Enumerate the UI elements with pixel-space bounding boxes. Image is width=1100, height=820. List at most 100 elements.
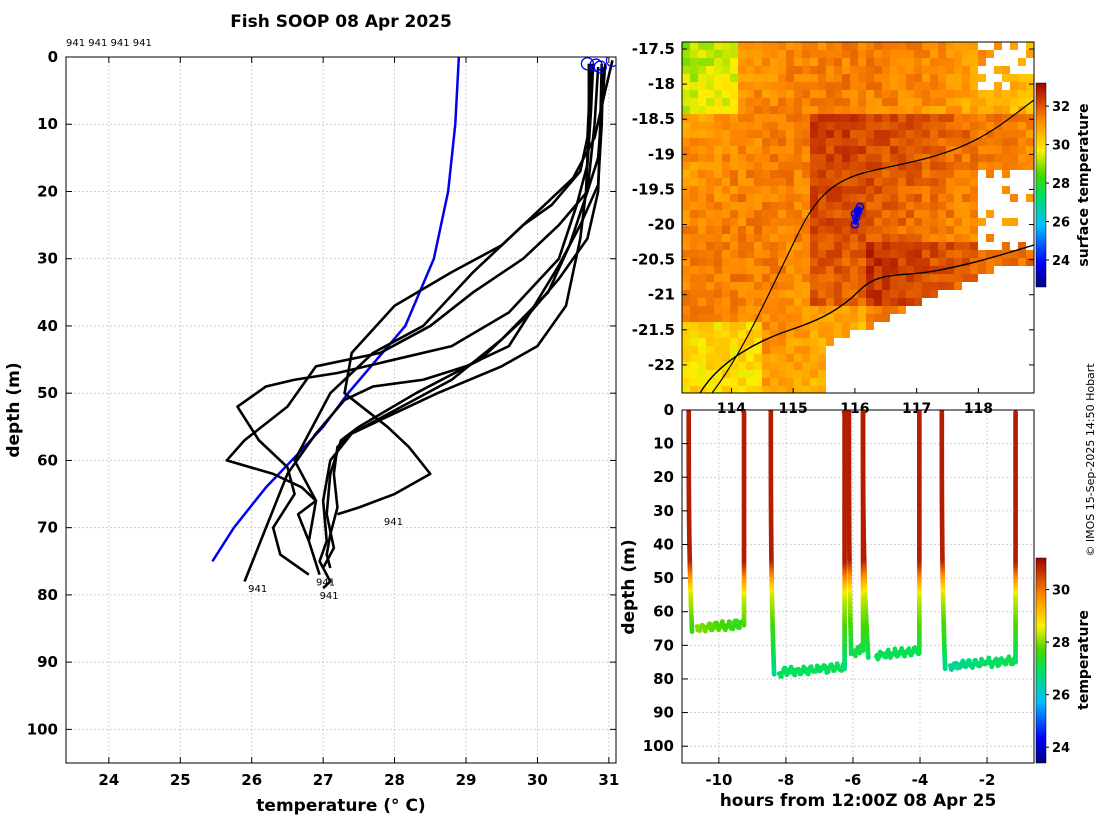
sst-cell <box>834 58 843 67</box>
sst-cell <box>954 82 963 91</box>
profile-series <box>211 57 614 590</box>
sst-cell <box>890 50 899 59</box>
sst-cell <box>1010 346 1019 355</box>
sst-cell <box>842 178 851 187</box>
sst-cell <box>714 386 723 393</box>
sst-cell <box>850 162 859 171</box>
sst-cell <box>962 58 971 67</box>
sst-cell <box>746 122 755 131</box>
sst-cell <box>978 50 987 59</box>
sst-cell <box>954 274 963 283</box>
sst-cell <box>994 346 1003 355</box>
sst-cell <box>882 234 891 243</box>
sst-cell <box>698 378 707 387</box>
sst-cell <box>706 58 715 67</box>
sst-cell <box>978 122 987 131</box>
sst-cell <box>962 170 971 179</box>
sst-cell <box>738 154 747 163</box>
sst-cell <box>738 98 747 107</box>
sst-cell <box>786 186 795 195</box>
sst-cell <box>722 250 731 259</box>
sst-cell <box>970 234 979 243</box>
sst-cell <box>906 258 915 267</box>
sst-cell <box>890 170 899 179</box>
sst-cell <box>882 90 891 99</box>
sst-cell <box>890 306 899 315</box>
sst-cell <box>706 330 715 339</box>
sst-cell <box>930 322 939 331</box>
sst-cell <box>874 386 883 393</box>
sst-cell <box>770 154 779 163</box>
sst-cell <box>954 258 963 267</box>
sst-cell <box>962 50 971 59</box>
sst-cell <box>850 322 859 331</box>
sst-cell <box>802 90 811 99</box>
sst-cell <box>962 274 971 283</box>
sst-cell <box>882 306 891 315</box>
sst-cell <box>802 234 811 243</box>
sst-cell <box>706 202 715 211</box>
sst-cell <box>890 386 899 393</box>
sst-cell <box>930 386 939 393</box>
sst-cell <box>922 354 931 363</box>
sst-cell <box>962 242 971 251</box>
sst-cell <box>882 330 891 339</box>
sst-cell <box>778 282 787 291</box>
sst-cell <box>754 218 763 227</box>
sst-cell <box>970 42 979 51</box>
sst-cell <box>954 266 963 275</box>
sst-cell <box>778 114 787 123</box>
sst-cell <box>794 42 803 51</box>
sst-cell <box>754 370 763 379</box>
sst-cell <box>978 90 987 99</box>
sst-cell <box>682 234 691 243</box>
sst-cell <box>794 226 803 235</box>
sst-cell <box>986 162 995 171</box>
sst-cell <box>754 258 763 267</box>
sst-cell <box>1002 242 1011 251</box>
sst-cell <box>914 122 923 131</box>
sst-cell <box>810 386 819 393</box>
sst-cell <box>1010 338 1019 347</box>
sst-cell <box>970 338 979 347</box>
sst-cell <box>946 66 955 75</box>
sst-cell <box>698 82 707 91</box>
sst-cell <box>898 330 907 339</box>
sst-cell <box>794 50 803 59</box>
colorbar-tick-label: 30 <box>1052 139 1070 154</box>
sst-cell <box>810 226 819 235</box>
sst-cell <box>722 346 731 355</box>
sst-cell <box>914 66 923 75</box>
sst-cell <box>858 242 867 251</box>
sst-cell <box>714 250 723 259</box>
sst-cell <box>690 42 699 51</box>
sst-cell <box>794 282 803 291</box>
sst-cell <box>802 274 811 283</box>
sst-cell <box>874 202 883 211</box>
sst-cell <box>746 66 755 75</box>
sst-cell <box>986 114 995 123</box>
sst-cell <box>842 266 851 275</box>
sst-cell <box>1018 42 1027 51</box>
section-grid <box>682 409 1034 763</box>
sst-cell <box>746 170 755 179</box>
sst-cell <box>690 82 699 91</box>
sst-cell <box>970 226 979 235</box>
sst-cell <box>858 138 867 147</box>
sst-cell <box>858 90 867 99</box>
sst-cell <box>954 282 963 291</box>
sst-cell <box>826 314 835 323</box>
sst-cell <box>738 226 747 235</box>
sst-cell <box>794 138 803 147</box>
sst-cell <box>746 306 755 315</box>
sst-cell <box>722 354 731 363</box>
sst-cell <box>858 162 867 171</box>
sst-cell <box>794 314 803 323</box>
sst-cell <box>962 154 971 163</box>
sst-cell <box>738 66 747 75</box>
sst-cell <box>986 386 995 393</box>
sst-cell <box>826 154 835 163</box>
sst-cell <box>914 42 923 51</box>
sst-cell <box>986 370 995 379</box>
sst-cell <box>682 194 691 203</box>
